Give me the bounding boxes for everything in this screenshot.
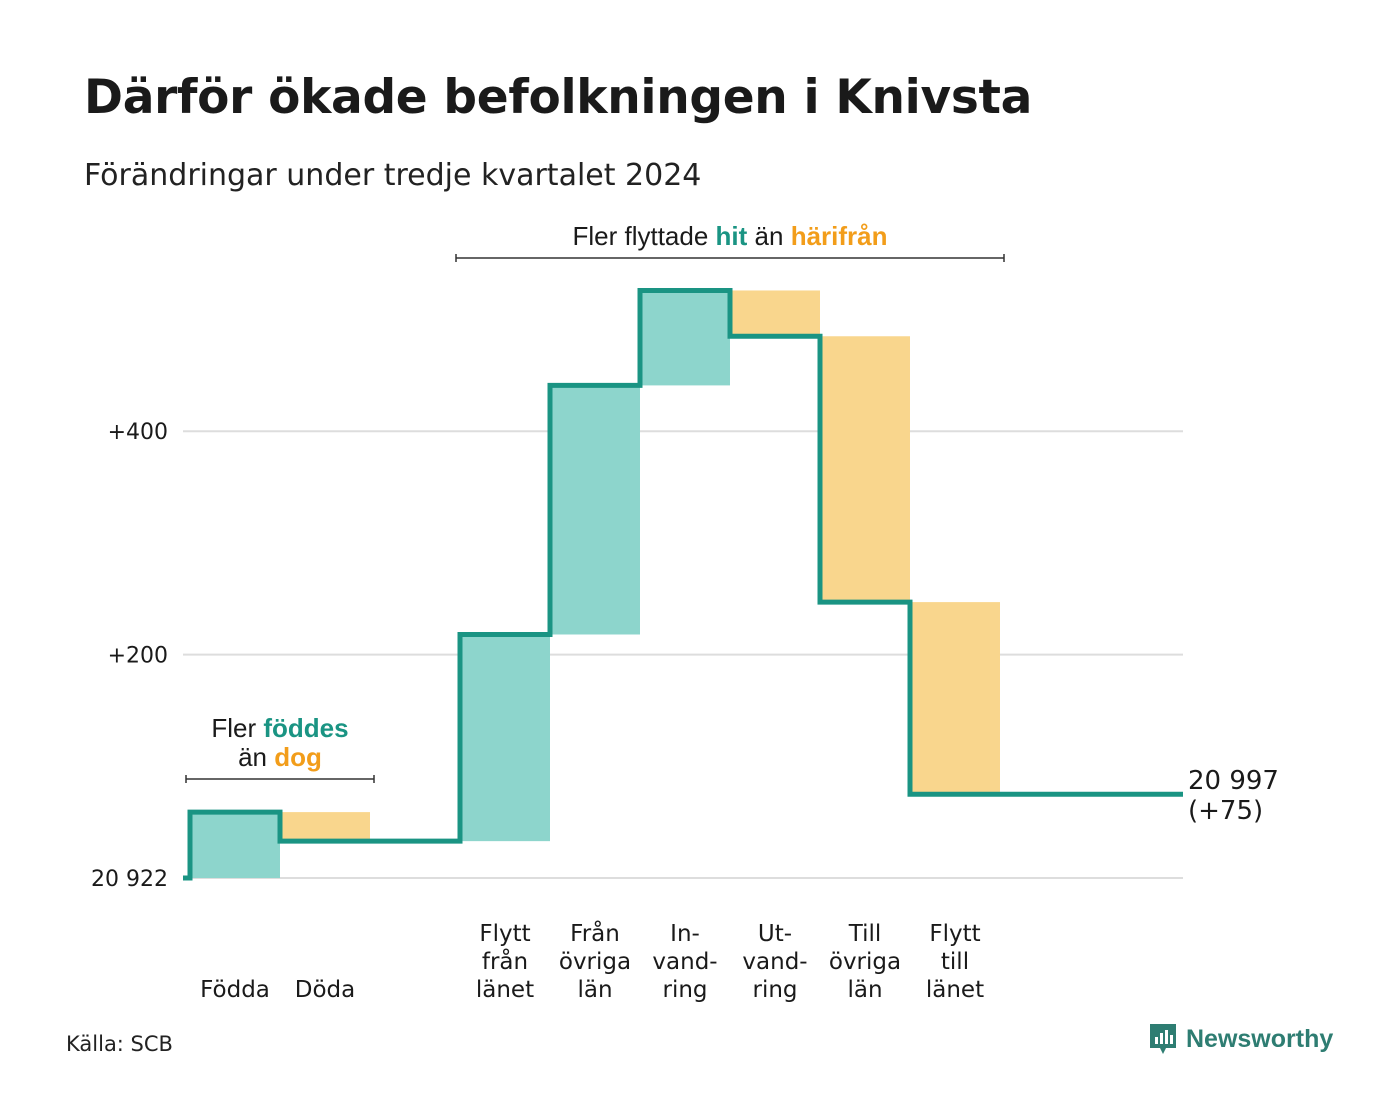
y-tick-label: +200 bbox=[108, 644, 168, 669]
brand-logo: Newsworthy bbox=[1148, 1022, 1333, 1056]
annotation-plain-text: än bbox=[238, 742, 274, 772]
annotation-decrease-text: härifrån bbox=[791, 221, 888, 251]
category-label: Födda bbox=[200, 977, 270, 1003]
category-label: vand- bbox=[742, 949, 807, 975]
annotation-increase-text: hit bbox=[716, 221, 748, 251]
category-label: In- bbox=[670, 921, 700, 947]
step-line bbox=[183, 287, 1183, 881]
category-label: övriga bbox=[829, 949, 901, 975]
step-line-group bbox=[183, 287, 1183, 881]
bar-invandring bbox=[640, 290, 730, 386]
grid-lines bbox=[183, 430, 1183, 879]
chart-subtitle: Förändringar under tredje kvartalet 2024 bbox=[84, 158, 702, 193]
category-label: Flytt bbox=[479, 921, 530, 947]
category-label: från bbox=[482, 947, 528, 975]
category-label: länet bbox=[926, 977, 984, 1003]
category-label: län bbox=[577, 977, 612, 1003]
annotation-plain-text: än bbox=[747, 221, 790, 251]
annotation-text: Fler flyttade hit än härifrån bbox=[572, 221, 887, 251]
category-label: Till bbox=[848, 921, 882, 947]
annotation-plain-text: Fler flyttade bbox=[572, 221, 715, 251]
y-axis-ticks: 20 922 +200 +400 bbox=[91, 420, 168, 892]
bar-tillövrigalän bbox=[820, 336, 910, 603]
category-label: Döda bbox=[295, 977, 355, 1003]
annotation-text: Fler föddes bbox=[211, 713, 348, 743]
category-label: Ut- bbox=[758, 921, 792, 947]
chart-title: Därför ökade befolkningen i Knivsta bbox=[84, 70, 1033, 125]
category-label: till bbox=[941, 949, 969, 975]
end-value-label: 20 997(+75) bbox=[1188, 766, 1279, 826]
annotation-increase-text: föddes bbox=[263, 713, 348, 743]
bar-födda bbox=[190, 812, 280, 878]
category-label: länet bbox=[476, 977, 534, 1003]
category-label: Flytt bbox=[929, 921, 980, 947]
bar-frånövrigalän bbox=[550, 385, 640, 635]
annotation-decrease-text: dog bbox=[274, 742, 322, 772]
brand-name: Newsworthy bbox=[1186, 1024, 1334, 1053]
category-label: ring bbox=[662, 977, 707, 1003]
annotation-plain-text: Fler bbox=[211, 713, 263, 743]
end-value-text: 20 997 bbox=[1188, 766, 1279, 796]
y-tick-label: 20 922 bbox=[91, 867, 168, 892]
source-note: Källa: SCB bbox=[66, 1032, 173, 1056]
category-label: Från bbox=[570, 919, 620, 947]
category-label: län bbox=[847, 977, 882, 1003]
y-tick-label: +400 bbox=[108, 420, 168, 445]
bar-flytttilllänet bbox=[910, 602, 1000, 795]
annotation-text: än dog bbox=[238, 742, 322, 772]
category-label: övriga bbox=[559, 949, 631, 975]
bar-utvandring bbox=[730, 290, 820, 337]
category-label: ring bbox=[752, 977, 797, 1003]
bars bbox=[190, 290, 1000, 878]
newsworthy-logo-icon bbox=[1150, 1024, 1176, 1054]
category-labels: Födda DödaFlyttfrånlänetFrånövrigalänIn-v… bbox=[200, 919, 984, 1003]
bar-döda bbox=[280, 812, 370, 842]
bar-flyttfrånlänet bbox=[460, 634, 550, 842]
category-label: vand- bbox=[652, 949, 717, 975]
end-value-text: (+75) bbox=[1188, 796, 1263, 826]
